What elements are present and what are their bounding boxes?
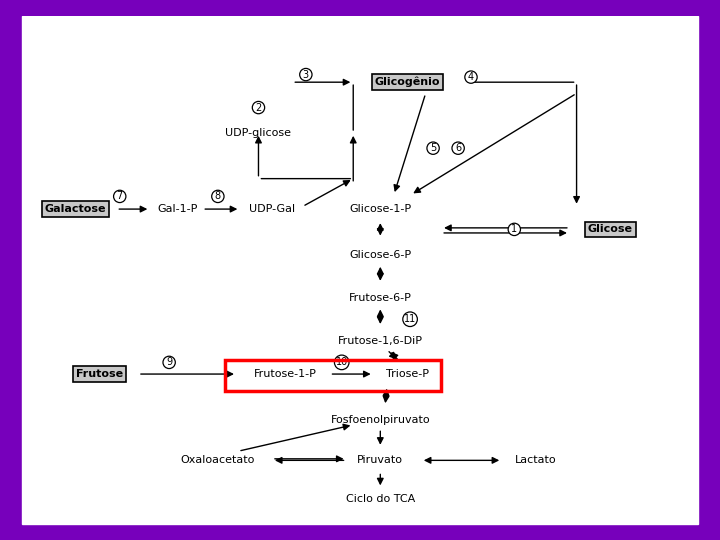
Text: 8: 8 [215,191,221,201]
Text: Frutose-6-P: Frutose-6-P [349,293,412,303]
Text: Glicose-1-P: Glicose-1-P [349,204,411,214]
Text: 4: 4 [468,72,474,82]
Text: Ciclo do TCA: Ciclo do TCA [346,495,415,504]
Text: Glicogênio: Glicogênio [374,77,440,87]
Text: 10: 10 [336,357,348,367]
Text: Oxaloacetato: Oxaloacetato [181,455,255,465]
Text: Lactato: Lactato [515,455,557,465]
Text: Gal-1-P: Gal-1-P [157,204,197,214]
Text: Glicose-6-P: Glicose-6-P [349,250,411,260]
Text: Glicose: Glicose [588,225,633,234]
Text: 3: 3 [303,70,309,79]
Text: Triose-P: Triose-P [386,369,429,379]
Text: Frutose-1,6-DiP: Frutose-1,6-DiP [338,336,423,346]
Text: 9: 9 [166,357,172,367]
Text: Galactose: Galactose [45,204,107,214]
Text: UDP-glicose: UDP-glicose [225,128,292,138]
Text: Frutose-1-P: Frutose-1-P [254,369,317,379]
Text: 5: 5 [430,143,436,153]
Text: Piruvato: Piruvato [357,455,403,465]
Text: 11: 11 [404,314,416,324]
Text: Fosfoenolpiruvato: Fosfoenolpiruvato [330,415,430,425]
Text: Frutose: Frutose [76,369,123,379]
Text: UDP-Gal: UDP-Gal [249,204,295,214]
Text: 6: 6 [455,143,462,153]
Text: 7: 7 [117,191,123,201]
Text: 1: 1 [511,225,518,234]
Text: 2: 2 [256,103,261,112]
Bar [225,360,441,391]
